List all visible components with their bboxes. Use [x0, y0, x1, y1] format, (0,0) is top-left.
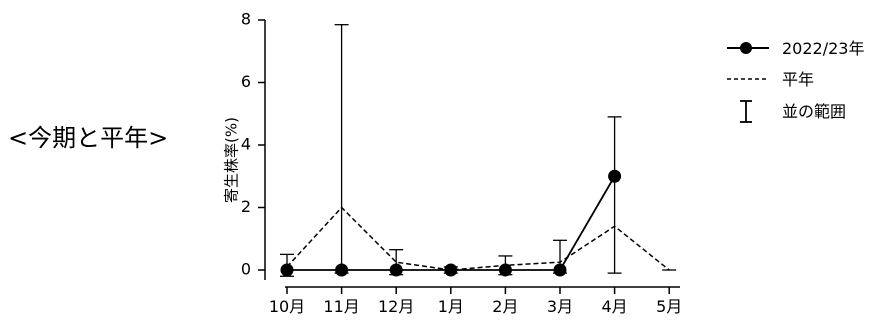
x-tick-label-7: 5月 [656, 297, 682, 316]
legend-label-series-0: 2022/23年 [782, 39, 864, 58]
x-tick-label-4: 2月 [492, 297, 518, 316]
series-0-point-3 [444, 263, 458, 277]
y-tick-label-1: 2 [241, 197, 251, 216]
series-0-point-1 [335, 263, 349, 277]
legend-label-series-1: 平年 [782, 70, 814, 89]
series-0-point-2 [389, 263, 403, 277]
y-tick-label-2: 4 [241, 135, 251, 154]
series-markers [280, 169, 622, 277]
y-axis-label: 寄生株率(%) [223, 117, 241, 203]
legend-marker [740, 42, 752, 54]
y-tick-label-3: 6 [241, 72, 251, 91]
x-tick-label-6: 4月 [602, 297, 628, 316]
series-line-1 [286, 206, 670, 271]
range-bars [280, 24, 677, 277]
series-line-0 [287, 175, 616, 271]
axes: 0 2 4 6 8 10月 11月 12月 1月 2月 3月 4月 5月 [241, 10, 682, 317]
x-tick-label-5: 3月 [547, 297, 573, 316]
y-tick-label-0: 0 [241, 260, 251, 279]
x-tick-label-3: 1月 [438, 297, 464, 316]
legend-label-range: 並の範囲 [782, 102, 846, 121]
side-label: <今期と平年> [8, 124, 169, 152]
legend: 2022/23年 平年 並の範囲 [727, 39, 864, 123]
x-tick-label-1: 11月 [323, 297, 359, 316]
series-0-point-6 [608, 169, 622, 183]
series-0-point-5 [553, 263, 567, 277]
series-lines [286, 175, 670, 271]
series-0-point-4 [498, 263, 512, 277]
y-tick-label-4: 8 [241, 10, 251, 29]
x-tick-label-2: 12月 [378, 297, 414, 316]
series-0-point-0 [280, 263, 294, 277]
x-tick-label-0: 10月 [269, 297, 305, 316]
